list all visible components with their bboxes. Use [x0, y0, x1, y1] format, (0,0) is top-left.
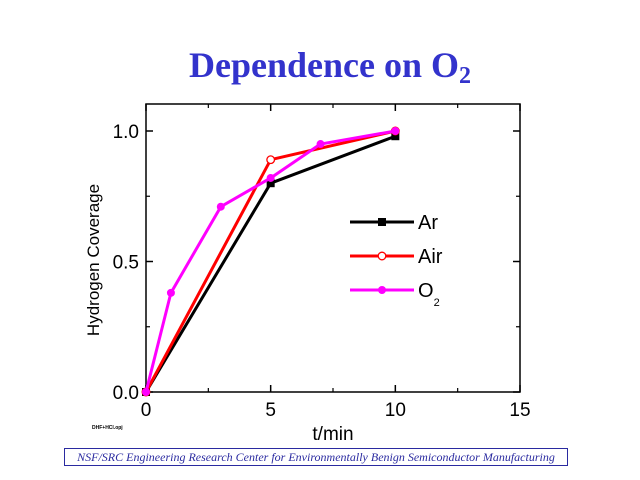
legend-item: Ar — [350, 212, 438, 234]
legend-item: O2 — [350, 280, 440, 309]
data-point — [391, 132, 400, 141]
y-tick-label: 0.5 — [113, 253, 139, 274]
series-1 — [141, 126, 400, 397]
tick-labels: 0 5 10 15 0.0 0.5 1.0 — [113, 122, 531, 421]
data-point — [142, 388, 150, 396]
x-tick-label: 0 — [141, 400, 152, 421]
x-axis-label: t/min — [312, 424, 353, 445]
plot-frame — [145, 103, 521, 393]
data-point — [266, 155, 276, 165]
series-line — [144, 129, 396, 393]
x-tick-label: 15 — [509, 400, 530, 421]
data-point — [216, 202, 225, 211]
legend-marker — [378, 286, 386, 294]
slide-title-text: Dependence on O — [189, 45, 459, 85]
legend-marker — [377, 251, 387, 261]
series-0 — [142, 132, 400, 396]
y-axis-label: Hydrogen Coverage — [84, 184, 103, 336]
series-2 — [142, 127, 400, 396]
legend: Ar Air O2 — [350, 212, 443, 309]
file-tag: DHF+HCl.opj — [92, 425, 123, 431]
x-tick-label: 5 — [265, 400, 276, 421]
legend-marker — [378, 218, 386, 226]
series-group — [141, 126, 400, 397]
data-point — [266, 173, 275, 182]
legend-label: Air — [418, 246, 443, 268]
slide-title-subscript: 2 — [459, 63, 471, 89]
slide-title: Dependence on O2 — [0, 44, 640, 90]
data-point — [391, 127, 400, 135]
footer-banner: NSF/SRC Engineering Research Center for … — [64, 448, 568, 466]
data-point — [316, 140, 325, 149]
legend-label: Ar — [418, 212, 438, 234]
y-tick-label: 1.0 — [113, 122, 139, 143]
legend-label: O2 — [418, 280, 440, 309]
legend-item: Air — [350, 246, 443, 268]
series-line — [144, 129, 396, 393]
data-point — [266, 179, 275, 188]
x-tick-label: 10 — [385, 400, 406, 421]
y-tick-label: 0.0 — [113, 383, 139, 404]
axis-ticks — [145, 104, 521, 393]
data-point — [166, 288, 175, 297]
